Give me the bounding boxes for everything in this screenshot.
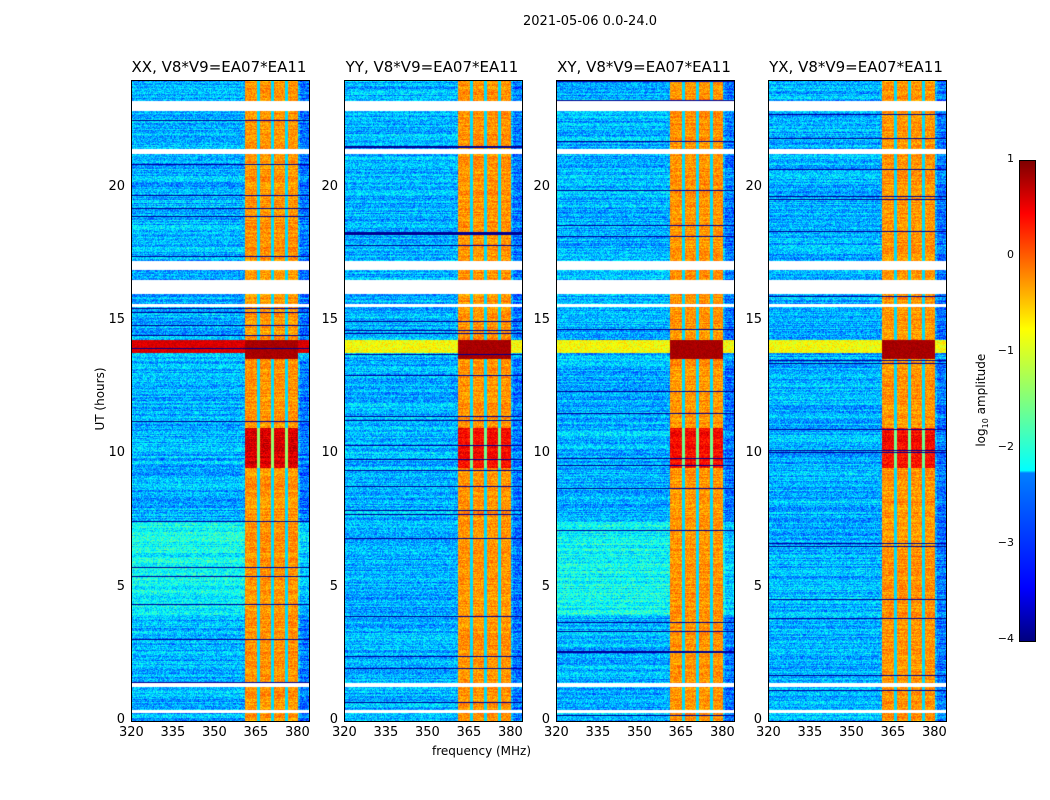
colorbar-tick-label: 1	[1007, 152, 1014, 165]
y-tick-label: 20	[321, 178, 338, 194]
x-tick-label: 320	[544, 725, 569, 740]
heatmap-panel	[556, 80, 735, 722]
heatmap-panel	[344, 80, 523, 722]
colorbar-tick-label: 0	[1007, 248, 1014, 261]
y-tick-label: 10	[533, 445, 550, 461]
heatmap-cells	[769, 81, 946, 721]
x-tick-label: 380	[709, 725, 735, 740]
colorbar-tick-label: −1	[997, 344, 1014, 357]
y-tick-label: 20	[533, 178, 550, 194]
x-tick-label: 365	[668, 725, 694, 740]
heatmap-cells	[557, 81, 734, 721]
x-tick-label: 350	[201, 725, 227, 740]
y-tick-label: 15	[745, 312, 762, 327]
figure-title: 2021-05-06 0.0-24.0	[523, 14, 657, 29]
y-tick-label: 5	[753, 578, 762, 594]
x-tick-label: 350	[414, 725, 440, 740]
y-tick-label: 0	[116, 712, 125, 727]
colorbar-tick-label: −3	[997, 536, 1014, 549]
y-tick-label: 5	[541, 578, 550, 594]
x-tick-label: 365	[243, 725, 269, 740]
x-tick-label: 320	[756, 725, 781, 740]
heatmap-cells	[132, 81, 309, 721]
y-tick-label: 10	[745, 445, 762, 461]
x-tick-label: 350	[626, 725, 652, 740]
y-tick-label: 15	[108, 312, 125, 327]
heatmap-panel	[768, 80, 947, 722]
x-tick-label: 365	[456, 725, 482, 740]
panel-title: XY, V8*V9=EA07*EA11	[557, 58, 731, 76]
y-tick-label: 20	[745, 178, 762, 194]
y-axis-label: UT (hours)	[93, 367, 107, 431]
y-tick-label: 10	[321, 445, 338, 461]
x-tick-label: 320	[119, 725, 144, 740]
x-axis-label: frequency (MHz)	[432, 744, 532, 758]
x-tick-label: 380	[497, 725, 523, 740]
y-tick-label: 15	[321, 312, 338, 327]
y-tick-label: 10	[108, 445, 125, 461]
x-tick-label: 380	[284, 725, 310, 740]
y-tick-label: 15	[533, 312, 550, 327]
x-tick-label: 335	[585, 725, 611, 740]
y-tick-label: 0	[329, 712, 338, 727]
x-tick-label: 335	[797, 725, 823, 740]
panel-title: YX, V8*V9=EA07*EA11	[769, 58, 943, 76]
x-tick-label: 350	[838, 725, 864, 740]
colorbar-tick-label: −4	[997, 632, 1014, 645]
colorbar-label: log10 amplitude	[973, 353, 991, 447]
y-tick-label: 20	[108, 178, 125, 194]
heatmap-cells	[345, 81, 522, 721]
x-tick-label: 380	[921, 725, 947, 740]
x-tick-label: 335	[373, 725, 399, 740]
y-tick-label: 0	[541, 712, 550, 727]
heatmap-panel	[131, 80, 310, 722]
y-tick-label: 5	[116, 578, 125, 594]
y-tick-label: 0	[753, 712, 762, 727]
colorbar-tick-label: −2	[997, 440, 1014, 453]
colorbar	[1019, 160, 1036, 642]
panel-title: XX, V8*V9=EA07*EA11	[131, 58, 307, 76]
x-tick-label: 320	[332, 725, 357, 740]
panel-title: YY, V8*V9=EA07*EA11	[345, 58, 519, 76]
y-tick-label: 5	[329, 578, 338, 594]
x-tick-label: 335	[160, 725, 186, 740]
x-tick-label: 365	[880, 725, 906, 740]
